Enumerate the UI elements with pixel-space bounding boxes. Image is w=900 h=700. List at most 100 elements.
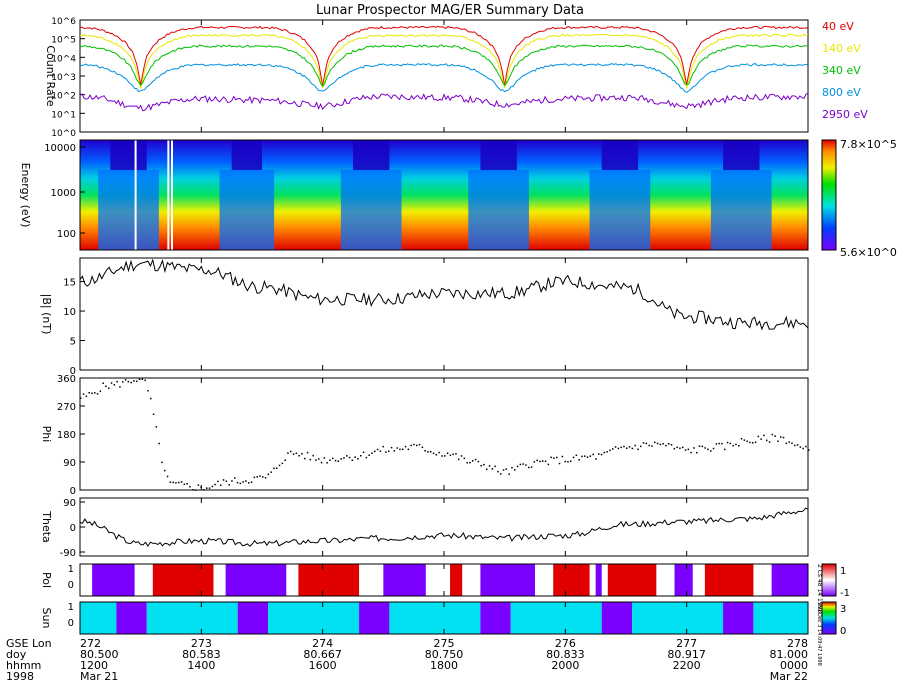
phi-point bbox=[194, 489, 197, 491]
phi-point bbox=[687, 448, 690, 451]
phi-point bbox=[684, 449, 687, 451]
phi-point bbox=[712, 447, 715, 450]
phi-point bbox=[264, 477, 267, 479]
phi-point bbox=[763, 434, 765, 437]
phi-point bbox=[147, 390, 149, 392]
x-axis-lon-label: 272 bbox=[80, 637, 101, 650]
phi-point bbox=[648, 444, 650, 447]
phi-point bbox=[130, 381, 132, 384]
phi-point bbox=[427, 451, 429, 453]
phi-point bbox=[696, 451, 698, 454]
phi-point bbox=[164, 469, 166, 472]
legend-entry: 40 eV bbox=[822, 20, 854, 33]
phi-point bbox=[393, 450, 396, 452]
spectrogram-data-gap bbox=[171, 140, 173, 250]
theta-ytick-label: 90 bbox=[63, 498, 76, 509]
x-axis-lon-label: 277 bbox=[676, 637, 697, 650]
b-magnitude-panel: |B| (nT) 0 5 10 15 bbox=[40, 257, 809, 377]
phi-point bbox=[640, 445, 642, 448]
phi-point bbox=[186, 483, 188, 485]
spectrogram-dark-region bbox=[723, 140, 760, 170]
phi-point bbox=[536, 459, 538, 462]
phi-point bbox=[715, 443, 718, 445]
phi-point bbox=[402, 448, 404, 451]
x-axis-doy-label: 80.833 bbox=[546, 648, 585, 661]
phi-point bbox=[438, 451, 440, 454]
phi-point bbox=[197, 484, 200, 486]
phi-point bbox=[539, 460, 541, 463]
phi-point bbox=[295, 452, 298, 454]
phi-point bbox=[248, 482, 250, 484]
phi-point bbox=[802, 447, 804, 450]
phi-point bbox=[603, 451, 606, 454]
phi-point bbox=[620, 446, 622, 449]
spectrogram-image bbox=[80, 140, 808, 250]
pol-bar bbox=[383, 564, 426, 596]
phi-ytick-label: 0 bbox=[70, 486, 76, 497]
spectrogram-gap-region bbox=[340, 170, 402, 250]
phi-point bbox=[155, 426, 158, 428]
b-magnitude-frame bbox=[79, 257, 809, 371]
phi-point bbox=[206, 487, 208, 489]
phi-ytick-label: 360 bbox=[57, 374, 76, 385]
count-rate-ytick-label: 10^0 bbox=[51, 129, 76, 139]
phi-point bbox=[651, 445, 653, 447]
sun-ytick-0: 0 bbox=[68, 618, 74, 629]
phi-point bbox=[662, 443, 664, 445]
phi-point bbox=[760, 438, 762, 440]
phi-point bbox=[225, 480, 228, 482]
x-axis-hhmm-label: 0000 bbox=[780, 659, 808, 672]
phi-point bbox=[368, 454, 370, 456]
phi-point bbox=[222, 479, 225, 481]
phi-point bbox=[449, 454, 452, 457]
pol-bar bbox=[225, 564, 287, 596]
phi-point bbox=[80, 397, 82, 399]
pol-panel: Pol 1 0 1 -1 2 Cs 48 14 1998 bbox=[40, 563, 850, 613]
phi-point bbox=[446, 452, 449, 454]
phi-point bbox=[309, 458, 312, 461]
phi-point bbox=[217, 480, 219, 483]
phi-point bbox=[96, 393, 99, 395]
phi-point bbox=[556, 456, 558, 459]
phi-point bbox=[290, 450, 292, 453]
spectrogram-yticks: 10000 1000 100 bbox=[44, 143, 85, 240]
phi-point bbox=[365, 456, 368, 459]
phi-point bbox=[785, 442, 788, 445]
phi-point bbox=[628, 446, 631, 448]
phi-point bbox=[542, 460, 544, 462]
phi-point bbox=[259, 475, 261, 477]
legend-entry: 800 eV bbox=[822, 86, 861, 99]
phi-point bbox=[679, 447, 681, 449]
phi-point bbox=[203, 489, 205, 491]
phi-point bbox=[710, 450, 712, 452]
count-rate-series-line bbox=[79, 44, 809, 88]
phi-point bbox=[578, 459, 580, 461]
phi-point bbox=[544, 460, 547, 462]
phi-point bbox=[312, 454, 314, 457]
phi-point bbox=[183, 483, 186, 485]
phi-point bbox=[192, 489, 194, 491]
phi-point bbox=[805, 445, 807, 448]
phi-point bbox=[172, 481, 174, 484]
phi-point bbox=[382, 445, 384, 448]
count-rate-series bbox=[79, 25, 809, 112]
phi-point bbox=[508, 473, 510, 475]
phi-point bbox=[144, 379, 146, 382]
spectrogram-gap-region bbox=[468, 170, 529, 250]
legend-entry: 2950 eV bbox=[822, 108, 868, 121]
phi-point bbox=[570, 460, 572, 462]
pol-bar bbox=[152, 564, 214, 596]
phi-point bbox=[416, 444, 418, 447]
phi-point bbox=[158, 442, 160, 445]
phi-point bbox=[754, 441, 757, 443]
theta-yticks: -90 0 90 bbox=[60, 498, 85, 559]
x-axis-doy-label: 80.917 bbox=[667, 648, 706, 661]
phi-point bbox=[486, 468, 488, 471]
phi-point bbox=[374, 450, 376, 453]
phi-point bbox=[281, 462, 284, 465]
phi-point bbox=[413, 443, 415, 446]
theta-line bbox=[79, 507, 809, 547]
xrow-label-doy: doy bbox=[6, 648, 27, 661]
phi-point bbox=[642, 442, 645, 444]
b-magnitude-ytick-label: 0 bbox=[70, 366, 76, 377]
